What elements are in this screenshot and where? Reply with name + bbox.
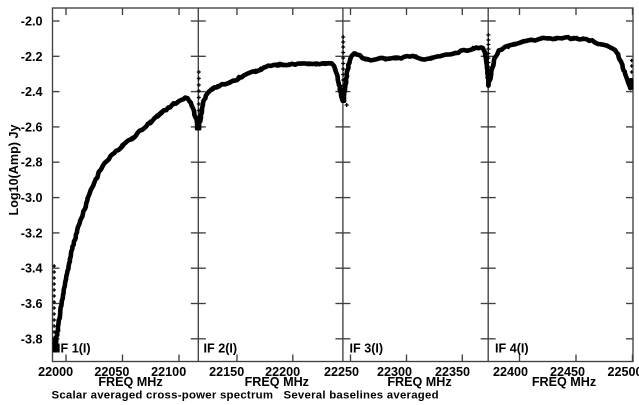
- svg-text:IF 4(I): IF 4(I): [495, 342, 529, 356]
- svg-text:FREQ MHz: FREQ MHz: [98, 375, 162, 389]
- svg-text:FREQ MHz: FREQ MHz: [532, 375, 596, 389]
- svg-text:-2.4: -2.4: [21, 85, 43, 99]
- svg-text:Several baselines averaged: Several baselines averaged: [284, 390, 439, 402]
- svg-text:-2.2: -2.2: [21, 50, 43, 64]
- svg-text:22400: 22400: [493, 365, 528, 379]
- svg-text:IF 3(I): IF 3(I): [350, 342, 384, 356]
- svg-text:-3.6: -3.6: [21, 297, 43, 311]
- svg-text:22050: 22050: [94, 365, 129, 379]
- svg-text:22250: 22250: [324, 365, 359, 379]
- svg-text:IF 2(I): IF 2(I): [204, 342, 238, 356]
- svg-text:IF 1(I): IF 1(I): [57, 342, 91, 356]
- svg-text:-3.8: -3.8: [21, 332, 43, 346]
- svg-text:-2.6: -2.6: [21, 120, 43, 134]
- svg-text:Log10(Amp) Jy: Log10(Amp) Jy: [7, 125, 21, 216]
- svg-text:22300: 22300: [377, 365, 412, 379]
- svg-text:22350: 22350: [435, 365, 470, 379]
- svg-text:22000: 22000: [38, 365, 73, 379]
- svg-text:22150: 22150: [209, 365, 244, 379]
- svg-text:22100: 22100: [151, 365, 186, 379]
- svg-text:-2.8: -2.8: [21, 156, 43, 170]
- svg-text:FREQ MHz: FREQ MHz: [387, 375, 451, 389]
- svg-text:22500: 22500: [607, 365, 639, 379]
- svg-text:22450: 22450: [550, 365, 585, 379]
- svg-text:-3.4: -3.4: [21, 262, 43, 276]
- svg-text:-3.0: -3.0: [21, 191, 43, 205]
- svg-text:-2.0: -2.0: [21, 15, 43, 29]
- svg-text:Scalar averaged cross-power sp: Scalar averaged cross-power spectrum: [52, 390, 274, 402]
- svg-text:22200: 22200: [265, 365, 300, 379]
- svg-text:FREQ MHz: FREQ MHz: [245, 375, 309, 389]
- svg-text:-3.2: -3.2: [21, 226, 43, 240]
